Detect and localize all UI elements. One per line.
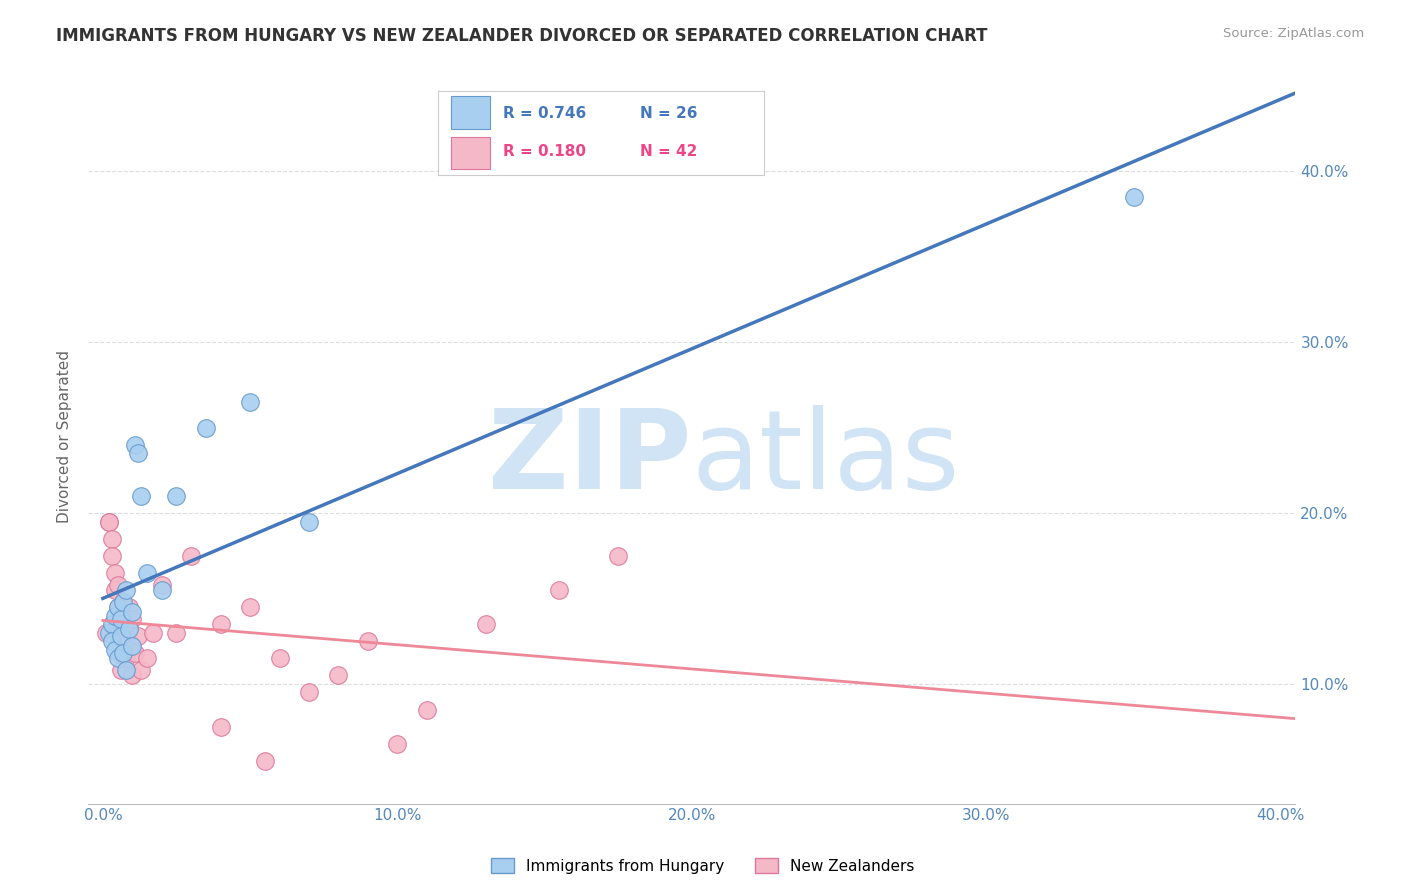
Point [129,489,152,503]
Point [129,663,152,677]
Point [110,629,132,643]
Point [1122,190,1144,204]
Point [127,629,149,643]
Point [166,489,188,503]
Point [115,663,138,677]
Point [269,651,291,665]
Point [97,625,120,640]
Point [112,595,135,609]
Point [118,622,141,636]
Point [150,582,173,597]
Point [357,634,380,648]
Point [298,515,321,529]
Point [194,420,217,434]
Point [121,612,143,626]
Point [121,640,143,654]
Point [115,617,138,632]
Point [209,720,232,734]
Point [110,663,132,677]
Point [104,608,127,623]
Point [110,612,132,626]
Point [239,395,262,409]
Legend: Immigrants from Hungary, New Zealanders: Immigrants from Hungary, New Zealanders [485,852,921,880]
Point [107,600,129,615]
Point [607,549,630,563]
Point [209,617,232,632]
Point [124,646,146,660]
Point [136,651,159,665]
Point [166,625,188,640]
Point [104,642,127,657]
Point [548,582,571,597]
Point [112,634,135,648]
Point [180,549,202,563]
Point [115,651,138,665]
Point [100,532,122,546]
Text: atlas: atlas [692,405,960,512]
Point [104,582,127,597]
Point [112,595,135,609]
Point [112,646,135,660]
Text: Source: ZipAtlas.com: Source: ZipAtlas.com [1223,27,1364,40]
Point [107,629,129,643]
Point [110,646,132,660]
Point [100,617,122,632]
Point [136,566,159,580]
Point [150,578,173,592]
Text: IMMIGRANTS FROM HUNGARY VS NEW ZEALANDER DIVORCED OR SEPARATED CORRELATION CHART: IMMIGRANTS FROM HUNGARY VS NEW ZEALANDER… [56,27,988,45]
Point [121,668,143,682]
Point [104,566,127,580]
Point [107,600,129,615]
Point [142,625,165,640]
Point [416,703,439,717]
Point [97,515,120,529]
Point [107,578,129,592]
Point [387,737,409,751]
Point [121,605,143,619]
Point [239,600,262,615]
Point [100,634,122,648]
Point [97,515,120,529]
Point [94,625,117,640]
Point [328,668,350,682]
Point [118,600,141,615]
Text: ZIP: ZIP [488,405,692,512]
Y-axis label: Divorced or Separated: Divorced or Separated [58,350,72,523]
Point [474,617,496,632]
Point [253,754,276,768]
Point [124,437,146,451]
Point [100,549,122,563]
Point [110,612,132,626]
Point [298,685,321,699]
Point [118,634,141,648]
Point [127,446,149,460]
Point [115,582,138,597]
Point [107,651,129,665]
